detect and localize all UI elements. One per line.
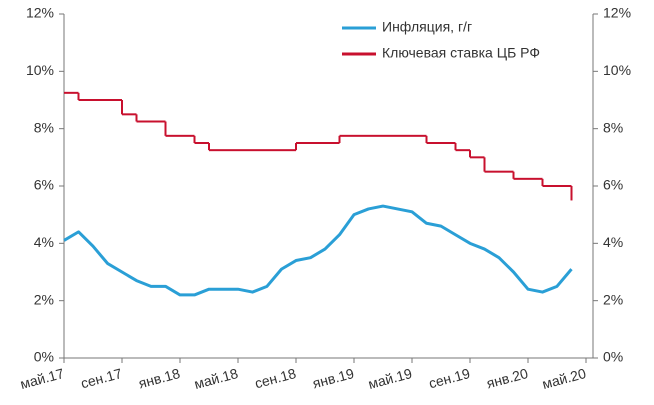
x-tick-label: сен.17 [79, 365, 124, 391]
y-tick-label: 10% [26, 62, 54, 78]
x-tick-label: сен.18 [253, 365, 298, 391]
y2-tick-label: 6% [603, 177, 623, 193]
x-tick-label: май.20 [540, 365, 588, 392]
x-tick-label: май.18 [192, 365, 240, 392]
y2-tick-label: 10% [603, 62, 631, 78]
x-tick-label: сен.19 [427, 365, 472, 391]
x-tick-label: янв.19 [311, 365, 356, 391]
y2-tick-label: 8% [603, 119, 623, 135]
legend-label: Ключевая ставка ЦБ РФ [382, 45, 540, 61]
y-tick-label: 0% [34, 349, 54, 365]
y2-tick-label: 2% [603, 291, 623, 307]
y-tick-label: 4% [34, 234, 54, 250]
y-tick-label: 2% [34, 291, 54, 307]
x-tick-label: янв.20 [485, 365, 530, 391]
x-tick-label: май.17 [18, 365, 66, 392]
y2-tick-label: 0% [603, 349, 623, 365]
y-tick-label: 12% [26, 5, 54, 21]
y2-tick-label: 4% [603, 234, 623, 250]
legend-label: Инфляция, г/г [382, 19, 472, 35]
y-tick-label: 8% [34, 119, 54, 135]
y2-tick-label: 12% [603, 5, 631, 21]
inflation-line [63, 204, 573, 297]
x-tick-label: янв.18 [137, 365, 182, 391]
y-tick-label: 6% [34, 177, 54, 193]
x-tick-label: май.19 [366, 365, 414, 392]
